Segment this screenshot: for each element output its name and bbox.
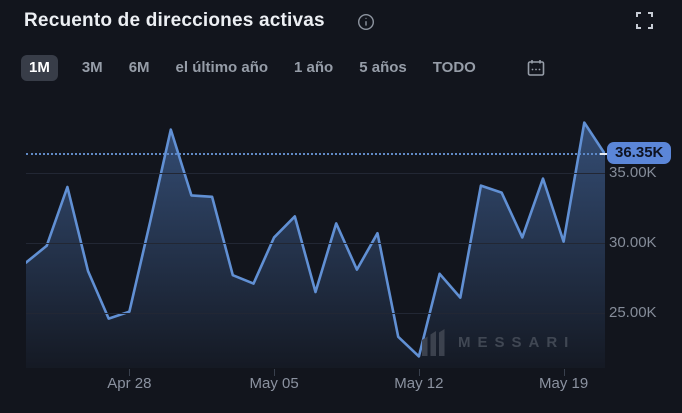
- range-button-3m[interactable]: 3M: [80, 55, 105, 81]
- range-button-5-años[interactable]: 5 años: [357, 55, 409, 81]
- info-icon[interactable]: [357, 13, 375, 31]
- gridline-30: [26, 243, 605, 244]
- x-axis-label: May 12: [394, 375, 444, 392]
- page-title: Recuento de direcciones activas: [24, 10, 325, 31]
- time-range-toolbar: 1M 3M 6M el último año 1 año 5 años TODO: [21, 53, 546, 83]
- chart-plot-area[interactable]: [26, 110, 605, 368]
- gridline-35: [26, 173, 605, 174]
- x-axis-tick: [129, 369, 131, 376]
- current-value-badge: 36.35K: [607, 142, 672, 165]
- series-area: [26, 122, 605, 368]
- y-axis-label: 35.00K: [609, 164, 657, 181]
- x-axis-tick: [418, 369, 420, 376]
- current-value-line: [26, 153, 605, 156]
- range-button-1m[interactable]: 1M: [21, 55, 58, 81]
- range-button-1-año[interactable]: 1 año: [292, 55, 335, 81]
- x-axis-label: Apr 28: [107, 375, 152, 392]
- messari-logo-icon: [422, 329, 445, 356]
- x-axis-tick: [563, 369, 565, 376]
- x-axis-label: May 19: [538, 375, 589, 392]
- current-value-tick: [600, 153, 611, 156]
- watermark-label: MESSARI: [458, 334, 576, 351]
- y-axis-label: 30.00K: [609, 234, 657, 251]
- y-axis-label: 25.00K: [609, 304, 657, 321]
- watermark: MESSARI: [422, 329, 575, 356]
- range-button-6m[interactable]: 6M: [127, 55, 152, 81]
- calendar-icon[interactable]: [526, 58, 546, 78]
- range-button-todo[interactable]: TODO: [431, 55, 478, 81]
- x-axis-label: May 05: [249, 375, 299, 392]
- x-axis-tick: [274, 369, 276, 376]
- range-button-el-último-año[interactable]: el último año: [174, 55, 271, 81]
- fullscreen-icon[interactable]: [636, 12, 653, 29]
- gridline-25: [26, 313, 605, 314]
